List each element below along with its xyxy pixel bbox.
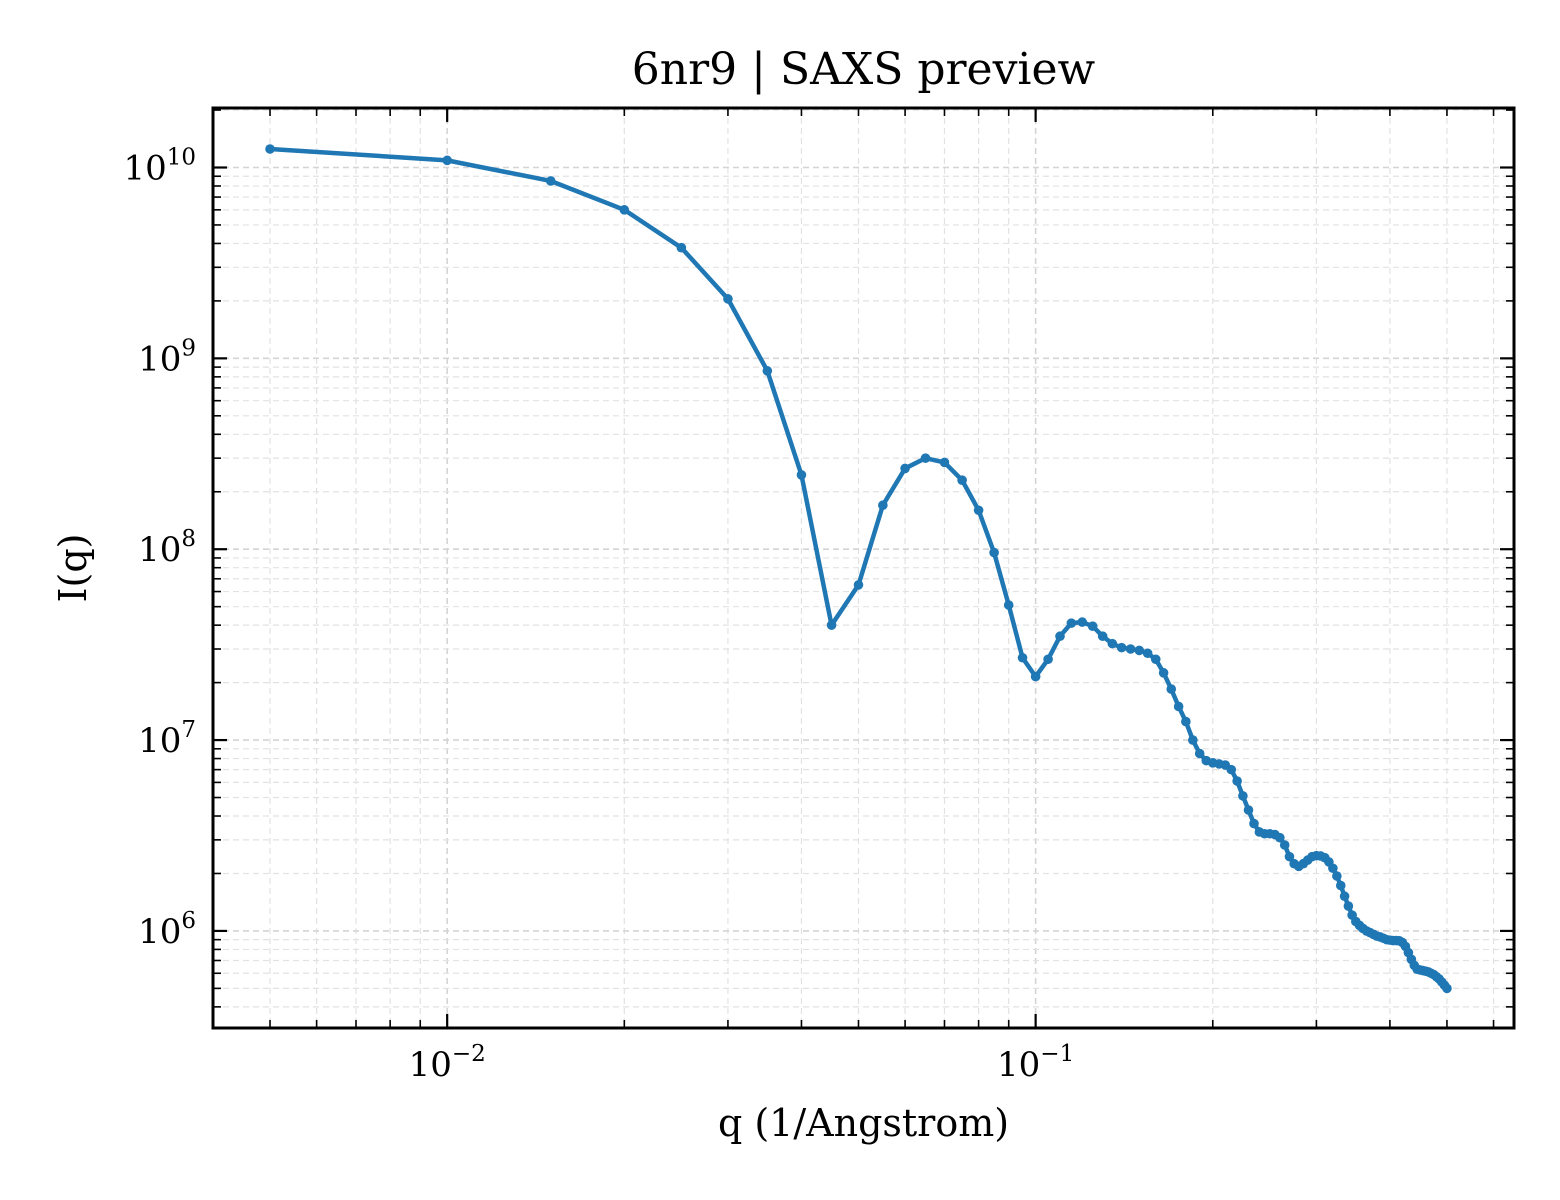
data-point: [1166, 684, 1177, 694]
data-point: [1142, 648, 1153, 659]
data-point: [1055, 631, 1065, 642]
data-point: [1003, 600, 1014, 610]
data-point: [1030, 671, 1041, 682]
data-point: [1116, 642, 1127, 653]
data-point: [1150, 654, 1161, 665]
data-point: [1194, 748, 1205, 759]
data-point: [939, 457, 950, 468]
data-point: [1332, 871, 1342, 881]
data-point: [1279, 840, 1290, 850]
data-point: [1043, 654, 1053, 665]
y-tick-label: 106: [138, 908, 196, 952]
chart-title: 6nr9 | SAXS preview: [632, 44, 1096, 95]
data-point: [1158, 668, 1169, 678]
data-point: [1343, 901, 1354, 911]
y-tick-label: 108: [138, 526, 196, 570]
y-tick-label: 109: [138, 335, 196, 379]
data-point: [619, 205, 630, 215]
data-point: [1249, 818, 1259, 829]
data-point: [1442, 983, 1452, 994]
x-tick-label: 10−2: [409, 1041, 486, 1085]
data-point: [1243, 805, 1254, 815]
data-point: [989, 547, 999, 558]
y-tick-label: 1010: [123, 145, 196, 189]
data-point: [1125, 644, 1136, 654]
y-tick-label: 107: [138, 717, 196, 761]
y-axis-label: I(q): [51, 534, 95, 603]
data-point: [973, 505, 984, 516]
data-point: [1173, 701, 1184, 712]
data-point: [1066, 618, 1077, 628]
data-point: [826, 620, 837, 630]
data-point: [1087, 621, 1098, 632]
series-layer: [265, 144, 1452, 994]
data-point: [545, 176, 556, 186]
data-point: [265, 144, 275, 154]
tick-labels: 10−2 10−1 106 107 108 109 1010: [123, 145, 1074, 1085]
data-point: [1188, 735, 1198, 745]
data-point: [723, 294, 733, 304]
data-point: [1097, 631, 1108, 642]
data-point: [1077, 617, 1088, 627]
x-tick-label: 10−1: [997, 1041, 1074, 1085]
data-point: [1238, 791, 1248, 801]
grid-lines: [212, 108, 1514, 1028]
data-point: [442, 155, 452, 166]
data-point: [1275, 832, 1285, 843]
data-point: [1232, 776, 1242, 786]
data-point: [920, 453, 931, 463]
data-point: [796, 470, 807, 480]
data-point: [762, 366, 773, 376]
data-point: [1181, 716, 1191, 727]
data-point: [1107, 638, 1118, 649]
data-point: [1328, 863, 1338, 874]
data-point: [853, 580, 864, 590]
data-point: [900, 463, 910, 474]
data-point: [676, 242, 687, 253]
data-point: [1017, 652, 1028, 663]
data-point: [1226, 764, 1237, 775]
data-point: [1134, 645, 1145, 656]
axis-ticks: [212, 108, 1514, 1028]
x-axis-label: q (1/Angstrom): [718, 1101, 1009, 1145]
data-point: [1335, 880, 1346, 891]
data-point: [878, 500, 888, 511]
data-point: [1339, 891, 1350, 902]
data-point: [957, 475, 967, 485]
data-point: [1284, 851, 1295, 862]
